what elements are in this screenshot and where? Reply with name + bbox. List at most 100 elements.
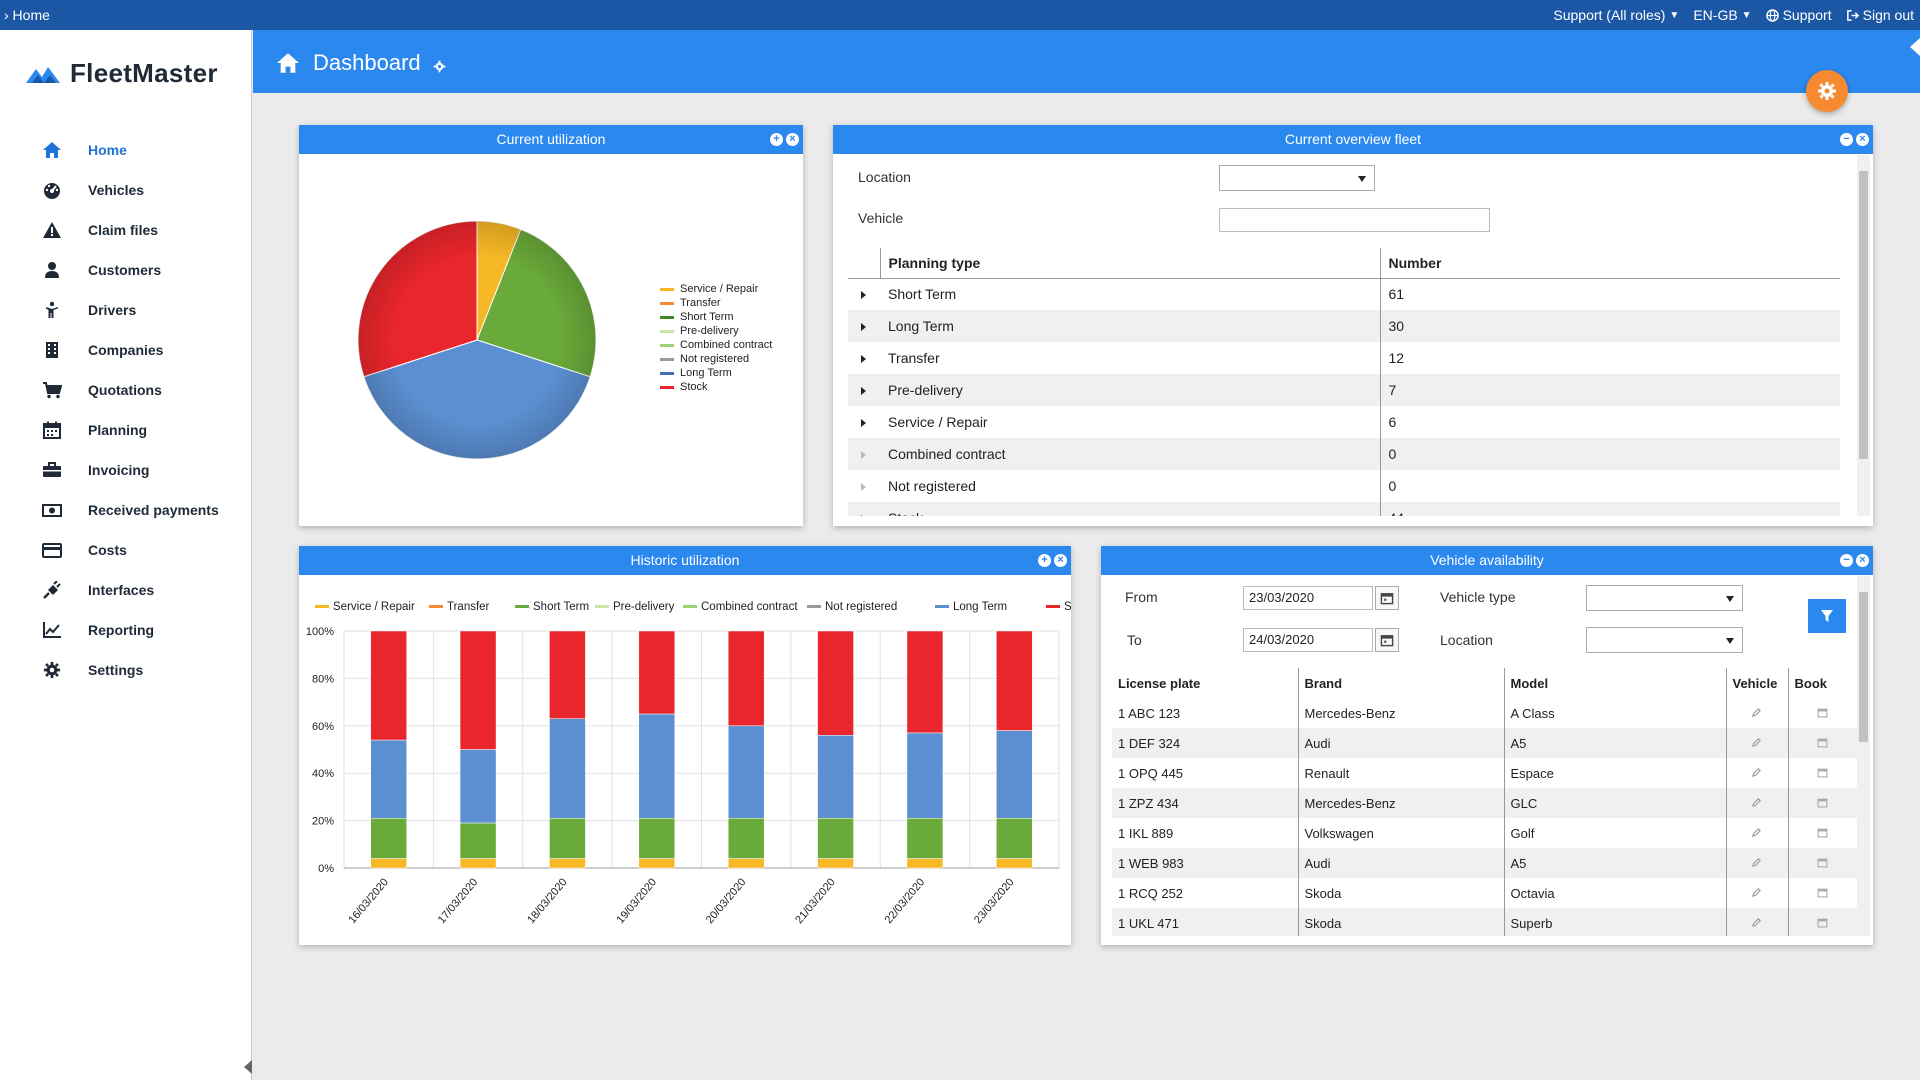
bar-segment[interactable] [817, 817, 854, 859]
expand-toggle[interactable] [848, 310, 880, 342]
vehicle-edit-button[interactable] [1725, 878, 1788, 908]
bar-segment[interactable] [727, 725, 765, 819]
bar-segment[interactable] [996, 817, 1033, 859]
role-selector[interactable]: Support (All roles) ▼ [1553, 7, 1679, 23]
book-button[interactable] [1787, 818, 1858, 848]
signout-link[interactable]: Sign out [1846, 7, 1914, 23]
bar-segment[interactable] [727, 858, 765, 869]
book-button[interactable] [1787, 758, 1858, 788]
language-selector[interactable]: EN-GB ▼ [1693, 7, 1751, 23]
bar-segment[interactable] [996, 858, 1033, 869]
legend-item[interactable]: Combined contract [660, 338, 772, 352]
expand-toggle[interactable] [848, 502, 880, 516]
legend-item[interactable]: Short Term [660, 310, 772, 324]
to-date-input[interactable]: 24/03/2020 [1243, 628, 1373, 652]
close-icon[interactable]: × [786, 133, 799, 146]
expand-toggle[interactable] [848, 438, 880, 470]
expand-icon[interactable]: + [1038, 554, 1051, 567]
table-row[interactable]: 1 UKL 471 Skoda Superb [1112, 908, 1858, 936]
bar-segment[interactable] [549, 817, 586, 859]
model-header[interactable]: Model [1503, 668, 1726, 698]
expand-toggle[interactable] [848, 278, 880, 310]
bar-segment[interactable] [370, 817, 407, 859]
overview-scrollbar[interactable] [1857, 155, 1870, 516]
expand-toggle[interactable] [848, 406, 880, 438]
bar-segment[interactable] [996, 630, 1033, 731]
bar-segment[interactable] [817, 630, 854, 736]
bar-segment[interactable] [549, 630, 586, 719]
scrollbar-thumb[interactable] [1859, 171, 1868, 459]
legend-item[interactable]: Service / Repair [660, 282, 772, 296]
sidebar-item-claim-files[interactable]: Claim files [0, 210, 252, 250]
sidebar-item-vehicles[interactable]: Vehicles [0, 170, 252, 210]
bar-segment[interactable] [996, 730, 1033, 819]
table-row[interactable]: Transfer 12 [848, 342, 1840, 374]
brand-header[interactable]: Brand [1297, 668, 1504, 698]
legend-item[interactable]: Transfer [429, 601, 490, 613]
table-row[interactable]: Stock44 [848, 502, 1840, 516]
bar-segment[interactable] [817, 735, 854, 819]
gear-icon[interactable] [433, 60, 446, 73]
book-button[interactable] [1787, 908, 1858, 936]
brand-logo[interactable]: FleetMaster [24, 58, 218, 89]
table-row[interactable]: 1 ZPZ 434 Mercedes-Benz GLC [1112, 788, 1858, 818]
location-select[interactable] [1586, 627, 1743, 653]
bar-segment[interactable] [370, 858, 407, 869]
planning-type-header[interactable]: Planning type [879, 248, 1381, 279]
bar-segment[interactable] [370, 630, 407, 741]
bar-segment[interactable] [370, 739, 407, 819]
sidebar-item-interfaces[interactable]: Interfaces [0, 570, 252, 610]
expand-toggle[interactable] [848, 374, 880, 406]
book-header[interactable]: Book [1787, 668, 1858, 698]
table-row[interactable]: 1 OPQ 445 Renault Espace [1112, 758, 1858, 788]
sidebar-item-home[interactable]: Home [0, 130, 252, 170]
sidebar-item-companies[interactable]: Companies [0, 330, 252, 370]
vehicle-edit-button[interactable] [1725, 758, 1788, 788]
sidebar-item-invoicing[interactable]: Invoicing [0, 450, 252, 490]
bar-segment[interactable] [727, 630, 765, 727]
legend-item[interactable]: Not registered [660, 352, 772, 366]
license-plate-header[interactable]: License plate [1118, 675, 1201, 691]
table-row[interactable]: 1 ABC 123 Mercedes-Benz A Class [1112, 698, 1858, 728]
breadcrumb[interactable]: › Home [4, 7, 50, 23]
number-header[interactable]: Number [1380, 248, 1840, 279]
expand-icon[interactable]: + [770, 133, 783, 146]
vehicle-edit-button[interactable] [1725, 698, 1788, 728]
filter-button[interactable] [1808, 599, 1846, 633]
bar-segment[interactable] [638, 630, 676, 715]
vehicle-header[interactable]: Vehicle [1725, 668, 1788, 698]
legend-item[interactable]: Combined contract [683, 601, 798, 613]
table-row[interactable]: 1 IKL 889 Volkswagen Golf [1112, 818, 1858, 848]
sidebar-item-planning[interactable]: Planning [0, 410, 252, 450]
vehicle-edit-button[interactable] [1725, 848, 1788, 878]
table-row[interactable]: 1 RCQ 252 Skoda Octavia [1112, 878, 1858, 908]
legend-item[interactable]: Stock [660, 380, 772, 394]
sidebar-item-reporting[interactable]: Reporting [0, 610, 252, 650]
settings-fab-button[interactable] [1806, 70, 1848, 112]
legend-item[interactable]: Short Term [515, 601, 589, 613]
bar-segment[interactable] [638, 713, 676, 819]
bar-segment[interactable] [638, 817, 676, 859]
vehicle-edit-button[interactable] [1725, 728, 1788, 758]
bar-segment[interactable] [459, 630, 497, 750]
vehicle-input[interactable] [1219, 208, 1490, 232]
legend-item[interactable]: Pre-delivery [660, 324, 772, 338]
table-row[interactable]: Combined contract 0 [848, 438, 1840, 470]
legend-item[interactable]: Long Term [935, 601, 1007, 613]
table-row[interactable]: Long Term 30 [848, 310, 1840, 342]
sidebar-item-received-payments[interactable]: Received payments [0, 490, 252, 530]
table-row[interactable]: 1 DEF 324 Audi A5 [1112, 728, 1858, 758]
bar-segment[interactable] [906, 630, 944, 734]
support-link[interactable]: Support [1765, 7, 1832, 23]
bar-segment[interactable] [906, 817, 944, 859]
calendar-button[interactable] [1375, 586, 1399, 610]
scrollbar-thumb[interactable] [1859, 592, 1868, 742]
bar-segment[interactable] [906, 858, 944, 869]
collapse-icon[interactable]: − [1840, 133, 1853, 146]
vehicle-edit-button[interactable] [1725, 788, 1788, 818]
bar-segment[interactable] [459, 822, 497, 859]
location-select[interactable] [1219, 165, 1375, 191]
bar-segment[interactable] [817, 858, 854, 869]
sidebar-item-settings[interactable]: Settings [0, 650, 252, 690]
expand-toggle[interactable] [848, 470, 880, 502]
